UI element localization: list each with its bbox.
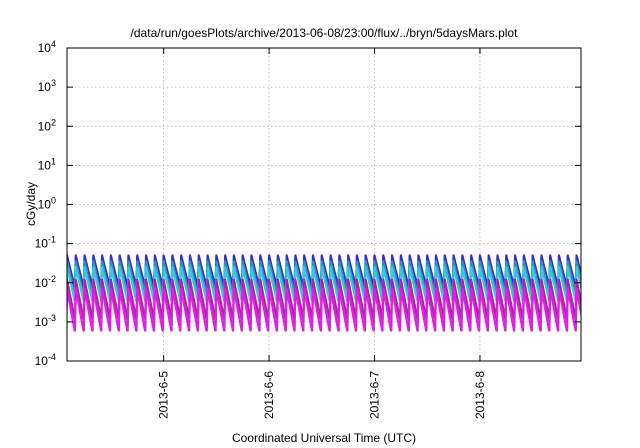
y-axis-label: cGy/day xyxy=(24,182,38,226)
y-tick-label: 100 xyxy=(38,196,56,212)
x-tick-labels: 2013-6-5 2013-6-6 2013-6-7 2013-6-8 xyxy=(157,371,487,419)
y-tick-label: 10-3 xyxy=(35,313,56,329)
series-line-6 xyxy=(67,287,581,332)
x-tick-label: 2013-6-7 xyxy=(368,371,382,419)
x-axis-label: Coordinated Universal Time (UTC) xyxy=(232,431,416,445)
y-tick-label: 10-1 xyxy=(35,235,56,251)
series-layer xyxy=(67,254,581,332)
ticks xyxy=(67,47,581,362)
y-tick-label: 10-2 xyxy=(35,274,56,290)
chart-title: /data/run/goesPlots/archive/2013-06-08/2… xyxy=(131,26,519,40)
y-tick-label: 103 xyxy=(38,78,56,94)
y-tick-label: 102 xyxy=(38,117,56,133)
y-tick-label: 104 xyxy=(38,39,56,55)
x-tick-label: 2013-6-6 xyxy=(262,371,276,419)
x-tick-label: 2013-6-5 xyxy=(157,371,171,419)
y-tick-label: 10-4 xyxy=(35,352,56,368)
x-tick-label: 2013-6-8 xyxy=(473,371,487,419)
y-tick-labels: 10-4 10-3 10-2 10-1 100 101 102 103 104 xyxy=(35,39,56,368)
y-tick-label: 101 xyxy=(38,156,56,172)
